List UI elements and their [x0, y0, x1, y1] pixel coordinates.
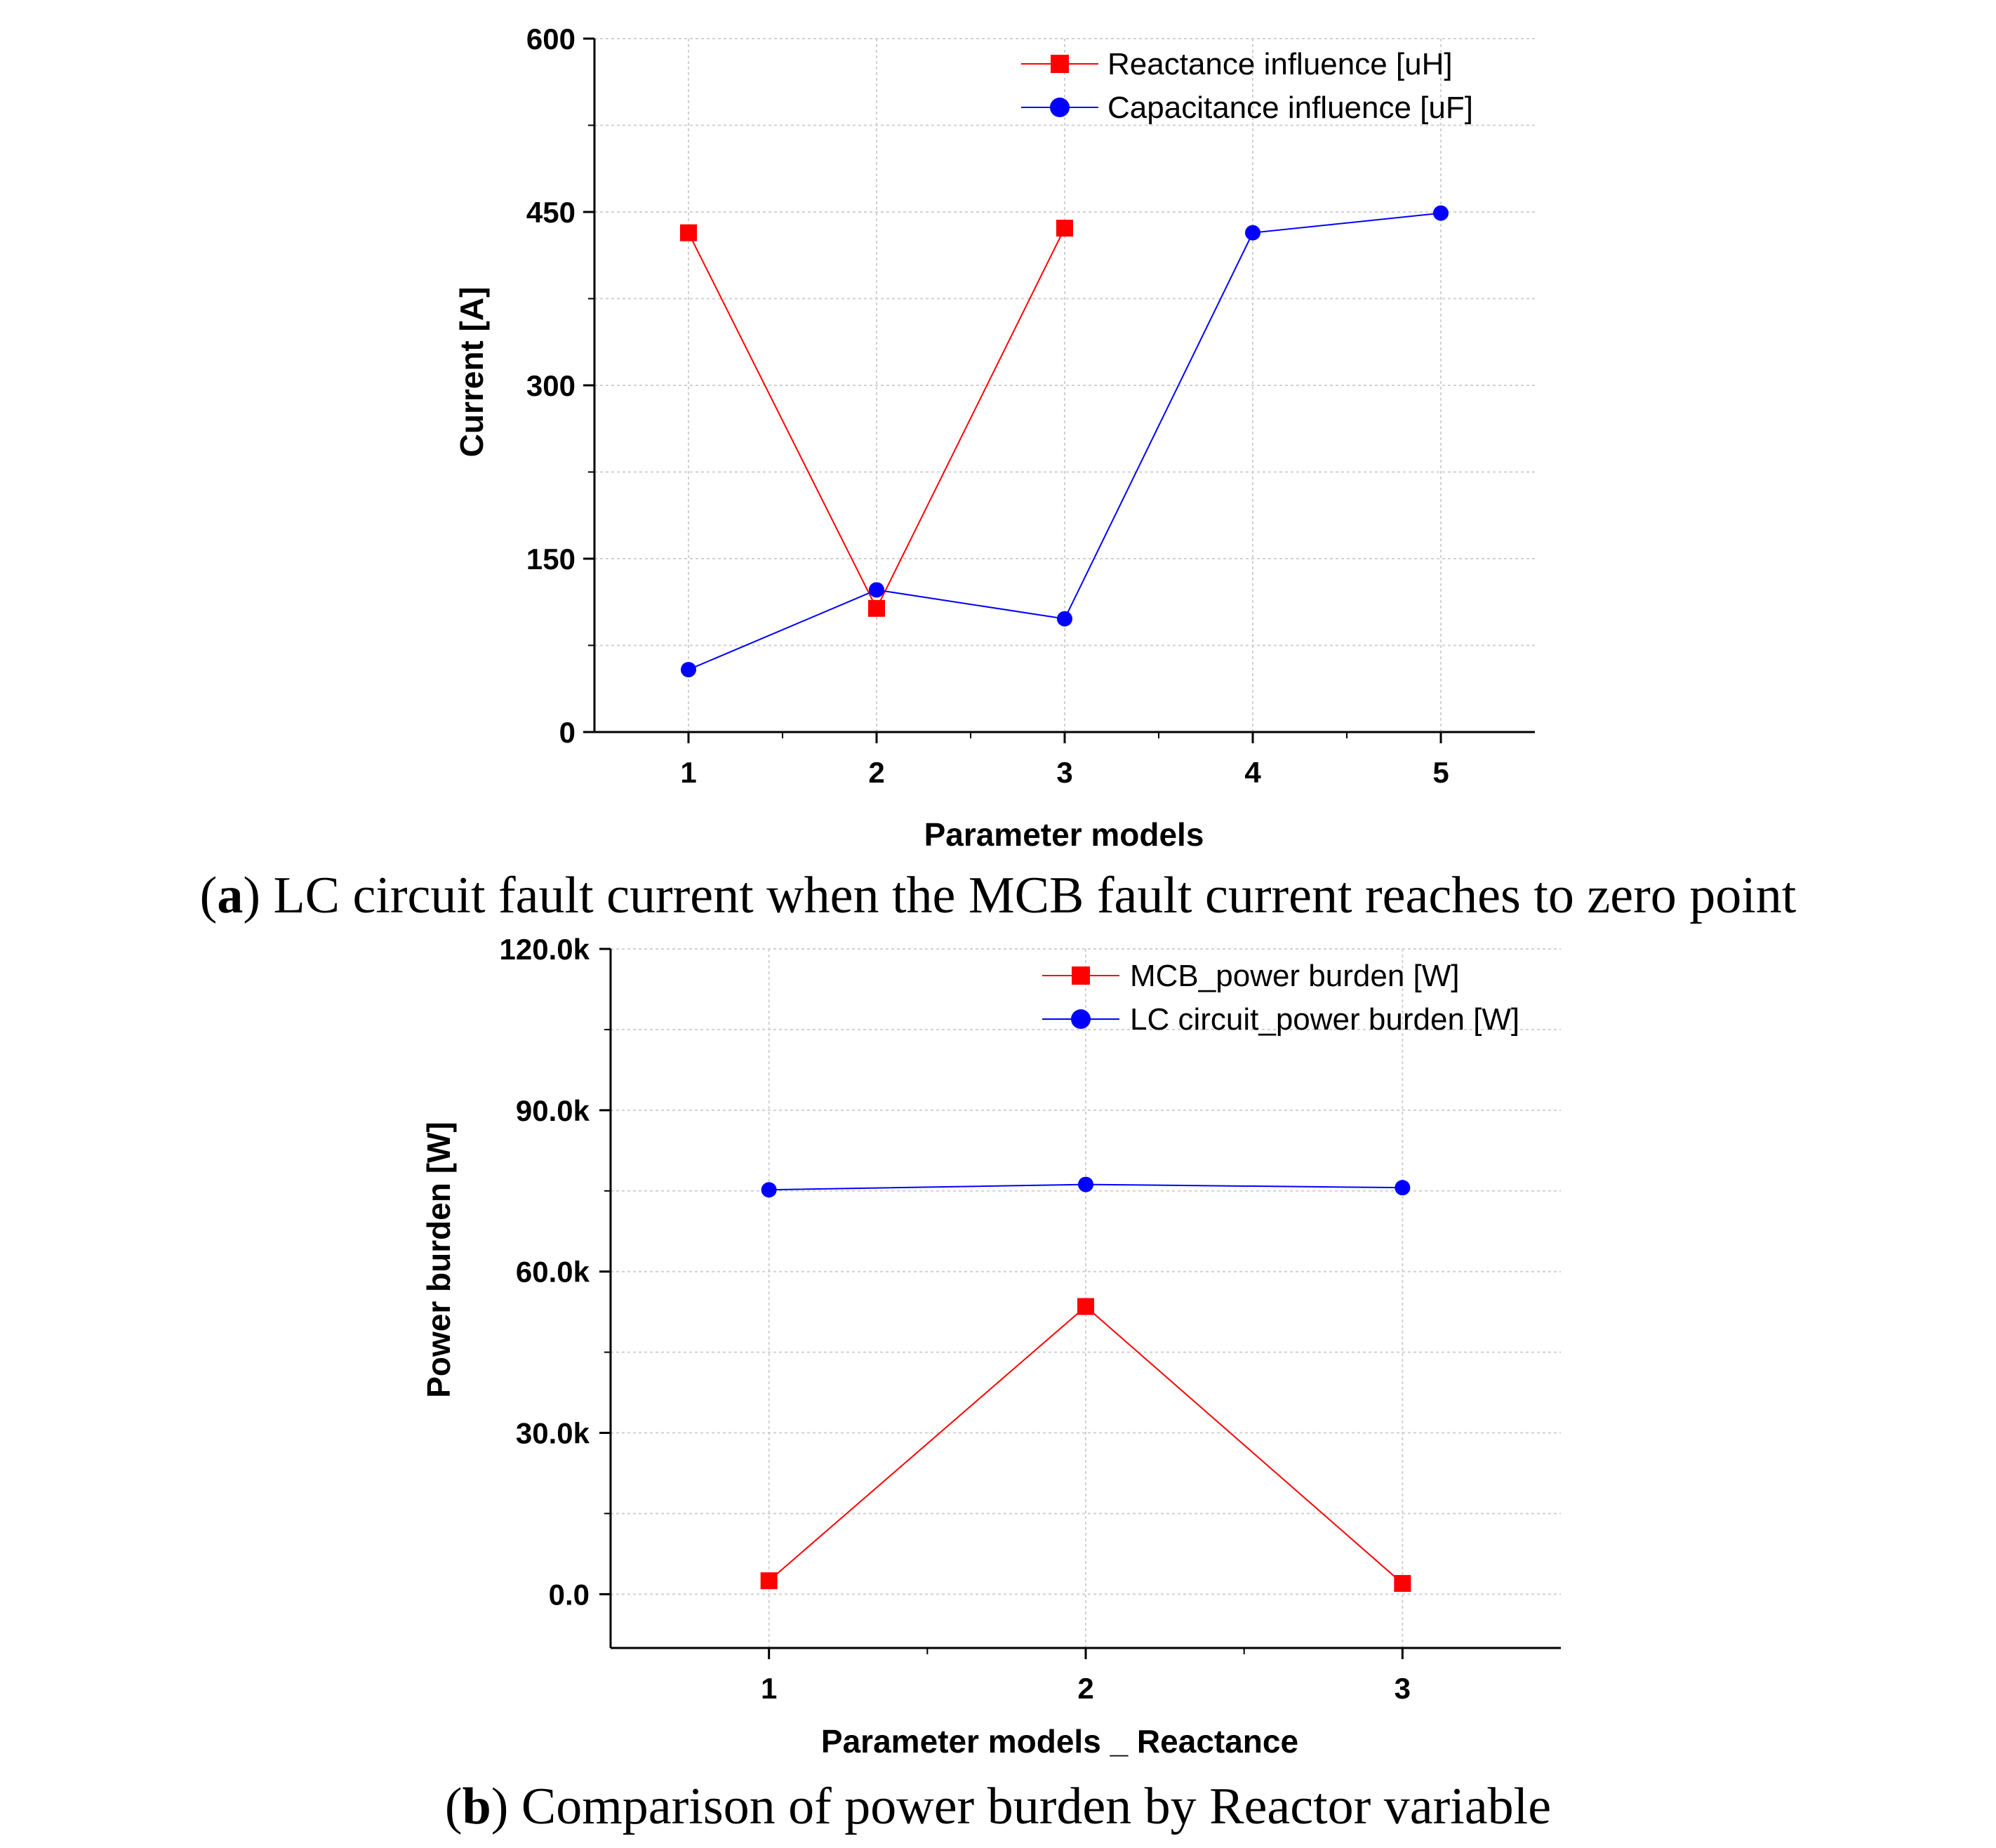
- chart-a-series-0-point-2: [1056, 220, 1073, 237]
- chart-b-series-1-point-0: [761, 1182, 777, 1198]
- chart-b-series-1-point-1: [1078, 1176, 1093, 1192]
- chart-b-ytick-label-4: 120.0k: [500, 933, 590, 966]
- chart-b-series: [760, 1176, 1411, 1593]
- chart-b-x-axis-title: Parameter models _ Reactance: [821, 1723, 1298, 1760]
- chart-a-series-1-point-0: [681, 662, 696, 678]
- chart-a-series-1-point-4: [1433, 205, 1449, 221]
- chart-b-series-1-point-2: [1395, 1180, 1411, 1196]
- legend-b-marker-lc: [1071, 1009, 1091, 1029]
- legend-a-marker-reactance: [1051, 55, 1069, 73]
- chart-b-xtick-label-1: 2: [1077, 1672, 1093, 1705]
- chart-b-ytick-label-1: 30.0k: [516, 1417, 590, 1450]
- chart-b-series-0-point-1: [1077, 1298, 1094, 1315]
- chart-b-ytick-label-0: 0.0: [549, 1578, 590, 1611]
- chart-a-ytick-label-0: 0: [559, 716, 575, 749]
- chart-a-xtick-label-3: 4: [1244, 756, 1261, 789]
- chart-a-series: [680, 205, 1449, 678]
- chart-a-ytick-label-1: 150: [526, 543, 575, 576]
- legend-b-label-mcb: MCB_power burden [W]: [1130, 959, 1460, 993]
- chart-a-series-0-point-1: [868, 599, 885, 617]
- chart-a-xtick-label-4: 5: [1432, 756, 1449, 789]
- chart-a-ytick-label-3: 450: [526, 196, 575, 229]
- chart-b-series-0-point-2: [1394, 1575, 1411, 1593]
- chart-b-y-axis-title: Power burden [W]: [420, 1122, 457, 1398]
- legend-a-label-reactance: Reactance influence [uH]: [1107, 47, 1453, 81]
- chart-a-y-axis-title: Current [A]: [453, 287, 490, 458]
- chart-a-series-0-point-0: [680, 224, 697, 241]
- chart-b-caption: (b) Comparison of power burden by Reacto…: [445, 1778, 1551, 1835]
- chart-b-xtick-label-0: 1: [761, 1672, 777, 1705]
- chart-a-legend: Reactance influence [uH] Capacitance inf…: [1021, 47, 1473, 125]
- chart-a-xtick-label-1: 2: [868, 756, 884, 789]
- chart-a-ytick-label-4: 600: [526, 22, 575, 55]
- chart-b-series-0-point-0: [760, 1572, 778, 1590]
- chart-a-xtick-label-0: 1: [680, 756, 696, 789]
- chart-a-x-axis-title: Parameter models: [924, 816, 1204, 853]
- chart-a-caption: (a) LC circuit fault current when the MC…: [200, 867, 1797, 924]
- chart-a-series-1-point-1: [869, 582, 884, 598]
- legend-a-label-capacitance: Capacitance influence [uF]: [1107, 91, 1473, 125]
- chart-b: 1 2 3 0.0 30.0k 60.0k 90.0k 120.0k Power burden…: [420, 933, 1561, 1835]
- chart-b-ytick-label-2: 60.0k: [516, 1256, 590, 1289]
- chart-a-xtick-label-2: 3: [1056, 756, 1072, 789]
- chart-b-xtick-label-2: 3: [1395, 1672, 1411, 1705]
- chart-a-ytick-label-2: 300: [526, 369, 575, 402]
- chart-a-series-1-point-2: [1057, 611, 1072, 627]
- legend-b-label-lc: LC circuit_power burden [W]: [1130, 1002, 1519, 1037]
- chart-a-series-1-point-3: [1245, 225, 1260, 241]
- legend-b-marker-mcb: [1072, 966, 1090, 985]
- legend-a-marker-capacitance: [1050, 98, 1070, 117]
- chart-b-ticks: 1 2 3 0.0 30.0k 60.0k 90.0k 120.0k: [500, 933, 1411, 1705]
- chart-b-ytick-label-3: 90.0k: [516, 1094, 590, 1127]
- chart-b-legend: MCB_power burden [W] LC circuit_power bu…: [1042, 959, 1519, 1037]
